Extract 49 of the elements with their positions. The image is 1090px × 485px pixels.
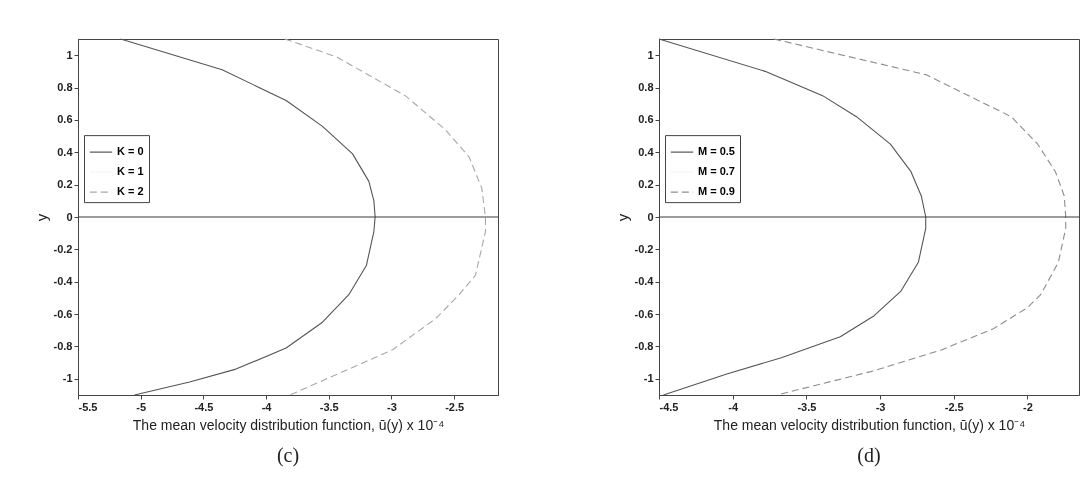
y-tick-label: -0.2 [53, 242, 73, 255]
y-tick-label: 0 [647, 210, 654, 223]
y-tick-label: -0.2 [634, 242, 654, 255]
x-axis-title: The mean velocity distribution function, ū(y) x 10⁻⁴ [132, 416, 445, 433]
y-tick-label: 0.6 [638, 113, 654, 126]
y-axis-title: y [613, 213, 631, 222]
y-tick-label: 0.2 [638, 178, 654, 191]
y-tick-label: 1 [647, 48, 654, 61]
y-tick-label: -0.4 [53, 275, 74, 288]
text: (c) [276, 444, 300, 467]
y-tick-label: 1 [66, 48, 73, 61]
y-tick-label: -0.8 [634, 339, 654, 352]
legend-label: K = 2 [117, 185, 144, 198]
x-tick-label: -3.5 [319, 400, 339, 413]
y-tick-label: -1 [62, 372, 73, 385]
y-axis-title: y [32, 213, 50, 222]
x-axis-title: The mean velocity distribution function, ū(y) x 10⁻⁴ [713, 416, 1026, 433]
y-tick-label: -1 [643, 372, 654, 385]
legend-label: M = 0.5 [698, 145, 735, 158]
line-series [773, 38, 1067, 396]
y-tick-label: -0.6 [634, 307, 654, 320]
x-tick-label: -4.5 [659, 400, 679, 413]
legend-label: M = 0.7 [698, 165, 735, 178]
y-tick-label: 0.8 [638, 81, 654, 94]
y-tick-label: 0.2 [57, 178, 73, 191]
text: (d) [857, 444, 881, 467]
x-tick-label: -5.5 [78, 400, 98, 413]
x-tick-label: -4.5 [194, 400, 214, 413]
legend-label: M = 0.9 [698, 185, 735, 198]
x-tick-label: -2.5 [944, 400, 964, 413]
x-tick-label: -4 [261, 400, 273, 413]
x-tick-label: -2 [1023, 400, 1033, 413]
y-tick-label: -0.8 [53, 339, 73, 352]
y-tick-label: 0.4 [57, 145, 74, 158]
y-tick-label: 0.4 [638, 145, 655, 158]
x-tick-label: -3.5 [797, 400, 817, 413]
x-tick-label: -2.5 [445, 400, 465, 413]
line-series [284, 38, 487, 396]
x-tick-label: -3 [875, 400, 886, 413]
legend-label: K = 1 [117, 165, 144, 178]
legend-label: K = 0 [117, 145, 144, 158]
y-tick-label: 0.8 [57, 81, 73, 94]
x-tick-label: -5 [136, 400, 147, 413]
x-tick-label: -4 [728, 400, 739, 413]
x-tick-label: -3 [387, 400, 397, 413]
y-tick-label: 0 [66, 210, 73, 223]
y-tick-label: 0.6 [57, 113, 73, 126]
y-tick-label: -0.4 [634, 275, 655, 288]
y-tick-label: -0.6 [53, 307, 73, 320]
